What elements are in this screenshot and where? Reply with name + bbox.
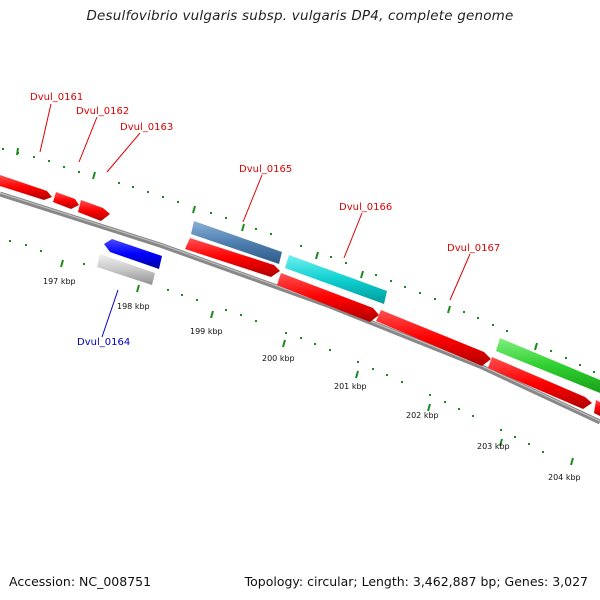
gray-feature[interactable] [97, 254, 155, 285]
cds-arrow[interactable] [53, 192, 79, 209]
inner-ring-ticks [60, 259, 574, 466]
cds-arrow[interactable] [185, 238, 280, 277]
cds-arrow[interactable] [376, 310, 491, 366]
scale-tick-label: 202 kbp [406, 411, 439, 420]
reverse-track[interactable] [97, 239, 162, 285]
cds-arrow[interactable] [277, 273, 379, 322]
gene-label-dvul-0163[interactable]: Dvul_0163 [120, 122, 173, 133]
gene-label-dvul-0162[interactable]: Dvul_0162 [76, 106, 129, 117]
scale-labels: 197 kbp 198 kbp 199 kbp 200 kbp 201 kbp … [43, 277, 581, 482]
scale-tick-label: 201 kbp [334, 382, 367, 391]
gene-label-dvul-0166[interactable]: Dvul_0166 [339, 202, 392, 213]
gene-labels: Dvul_0161 Dvul_0162 Dvul_0163 Dvul_0164 … [30, 92, 500, 348]
cds-forward-track[interactable] [0, 175, 600, 416]
feature-track[interactable] [191, 221, 600, 393]
gene-label-dvul-0167[interactable]: Dvul_0167 [447, 243, 500, 254]
genome-backbone [0, 191, 600, 425]
scale-tick-label: 200 kbp [262, 354, 295, 363]
scale-tick-label: 199 kbp [190, 327, 223, 336]
map-title: Desulfovibrio vulgaris subsp. vulgaris D… [86, 8, 514, 24]
reverse-arrow[interactable] [104, 239, 162, 269]
feature-block[interactable] [285, 255, 387, 304]
gene-label-dvul-0164[interactable]: Dvul_0164 [77, 337, 130, 348]
inner-ring-dots [9, 240, 544, 453]
cds-arrow[interactable] [0, 175, 52, 200]
scale-tick-label: 197 kbp [43, 277, 76, 286]
outer-ring-ticks [16, 147, 538, 351]
scale-tick-label: 203 kbp [477, 442, 510, 451]
gene-label-dvul-0165[interactable]: Dvul_0165 [239, 164, 292, 175]
scale-tick-label: 204 kbp [548, 473, 581, 482]
genome-summary-text: Topology: circular; Length: 3,462,887 bp… [244, 574, 588, 589]
gene-label-dvul-0161[interactable]: Dvul_0161 [30, 92, 83, 103]
accession-text: Accession: NC_008751 [9, 574, 152, 589]
feature-block[interactable] [496, 338, 600, 393]
feature-block[interactable] [191, 221, 282, 264]
cds-arrow[interactable] [594, 400, 600, 416]
cds-arrow[interactable] [78, 200, 110, 221]
label-leaders [39, 103, 471, 338]
scale-tick-label: 198 kbp [117, 302, 150, 311]
cds-arrow[interactable] [488, 357, 592, 409]
